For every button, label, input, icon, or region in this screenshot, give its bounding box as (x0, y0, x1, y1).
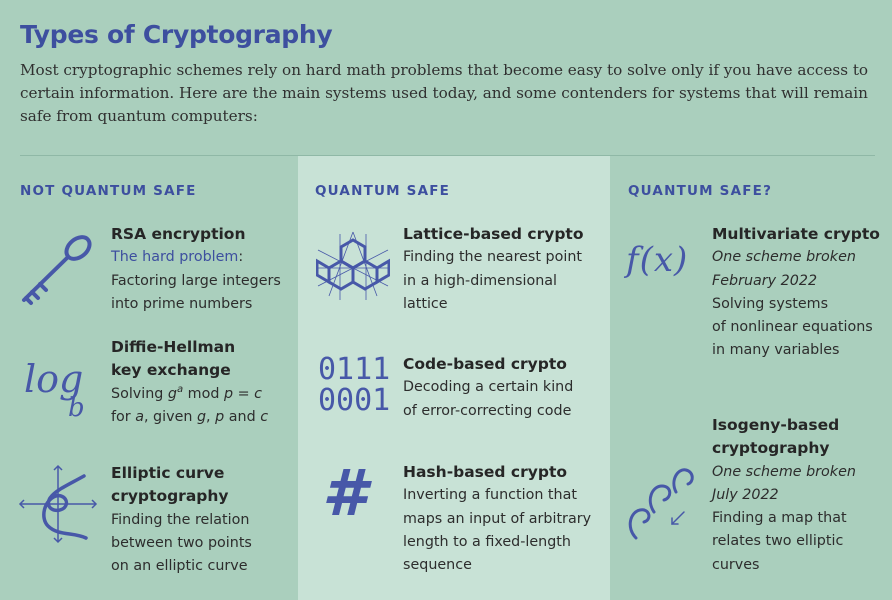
item-line: Solving systems (712, 295, 829, 312)
item-line: Finding a map that (712, 510, 847, 527)
page-title: Types of Cryptography (20, 20, 333, 49)
elliptic-curve-icon (18, 462, 98, 546)
item-code-based: Code-based crypto Decoding a certain kin… (403, 353, 573, 423)
hash-glyph: # (322, 457, 367, 531)
item-line: Finding the nearest point (403, 249, 582, 266)
item-name: Lattice-based crypto (403, 225, 584, 243)
text: , (206, 408, 216, 425)
item-line: of nonlinear equations (712, 319, 873, 336)
item-name-line: Diffie-Hellman (111, 338, 236, 356)
var: a (135, 408, 144, 425)
binary-line: 0001 (318, 383, 391, 418)
var: p (215, 408, 225, 425)
function-icon: f(x) (626, 240, 688, 280)
equation-line: for a, given g, p and c (111, 406, 268, 429)
item-name-line: Isogeny-based (712, 416, 840, 434)
header: Types of Cryptography Most cryptographic… (20, 20, 880, 128)
item-rsa: RSA encryption The hard problem: Factori… (111, 223, 281, 316)
item-lattice: Lattice-based crypto Finding the nearest… (403, 223, 583, 316)
item-line: Decoding a certain kind (403, 379, 574, 396)
hash-icon: # (322, 454, 367, 534)
item-line: in a high-dimensional (403, 272, 558, 289)
column-heading: NOT QUANTUM SAFE (20, 183, 197, 199)
var: p (223, 385, 234, 402)
text: = (233, 385, 255, 402)
item-diffie-hellman: Diffie-Hellman key exchange Solving ga m… (111, 336, 268, 429)
broken-note: One scheme broken (712, 249, 856, 266)
column-quantum-safe: QUANTUM SAFE Lattice-based crypto Fi (298, 156, 610, 600)
item-line: on an elliptic curve (111, 558, 248, 575)
item-name-line: key exchange (111, 361, 231, 380)
text: mod (183, 385, 224, 402)
colon: : (238, 249, 244, 266)
var: a (177, 383, 184, 395)
item-elliptic-curve: Elliptic curve cryptography Finding the … (111, 462, 252, 578)
item-name: Multivariate crypto (712, 225, 880, 243)
var: c (260, 408, 269, 425)
item-line: sequence (403, 557, 472, 574)
broken-note: One scheme broken (712, 463, 856, 480)
broken-note: February 2022 (712, 272, 818, 289)
item-line: maps an input of arbitrary (403, 510, 592, 527)
item-line: Finding the relation (111, 511, 250, 528)
item-line: length to a fixed-length (403, 533, 571, 550)
item-multivariate: Multivariate crypto One scheme broken Fe… (712, 223, 880, 363)
item-line: Inverting a function that (403, 487, 577, 504)
column-heading: QUANTUM SAFE (315, 183, 451, 199)
broken-note: July 2022 (712, 486, 779, 503)
item-isogeny: Isogeny-based cryptography One scheme br… (712, 414, 856, 577)
divider (20, 155, 875, 156)
hard-problem-label: The hard problem (111, 249, 239, 266)
column-quantum-safe-question: QUANTUM SAFE? f(x) Multivariate crypto O… (610, 156, 892, 600)
item-name: Hash-based crypto (403, 463, 567, 481)
lattice-icon (316, 230, 390, 304)
item-line: into prime numbers (111, 295, 253, 312)
text: and (224, 408, 261, 425)
binary-line: 0111 (318, 352, 391, 387)
item-line: relates two elliptic (712, 533, 844, 550)
var: g (167, 385, 177, 402)
log-b-icon: log b (24, 352, 94, 422)
item-line: in many variables (712, 342, 840, 359)
column-not-quantum-safe: NOT QUANTUM SAFE RSA encryption The hard… (0, 156, 298, 600)
function-text: f(x) (626, 240, 689, 280)
log-base-text: b (68, 393, 85, 422)
item-line: lattice (403, 295, 448, 312)
item-name-line: cryptography (712, 439, 830, 458)
item-name: RSA encryption (111, 225, 246, 243)
var: c (254, 385, 263, 402)
item-line: between two points (111, 534, 252, 551)
item-line: curves (712, 556, 760, 573)
item-hash-based: Hash-based crypto Inverting a function t… (403, 461, 591, 577)
item-name-line: cryptography (111, 487, 229, 506)
binary-code-icon: 0111 0001 (318, 354, 390, 416)
log-text: log (24, 357, 83, 401)
equation-line: Solving ga mod p = c (111, 383, 268, 406)
column-heading: QUANTUM SAFE? (628, 183, 773, 199)
key-icon (18, 228, 98, 308)
text: , given (143, 408, 197, 425)
item-line: of error-correcting code (403, 402, 572, 419)
text: for (111, 408, 136, 425)
item-name-line: Elliptic curve (111, 464, 225, 482)
item-name: Code-based crypto (403, 355, 567, 373)
text: Solving (111, 385, 168, 402)
item-line: Factoring large integers (111, 272, 281, 289)
isogeny-icon (624, 462, 698, 542)
intro-text: Most cryptographic schemes rely on hard … (20, 61, 869, 125)
var: g (196, 408, 207, 425)
